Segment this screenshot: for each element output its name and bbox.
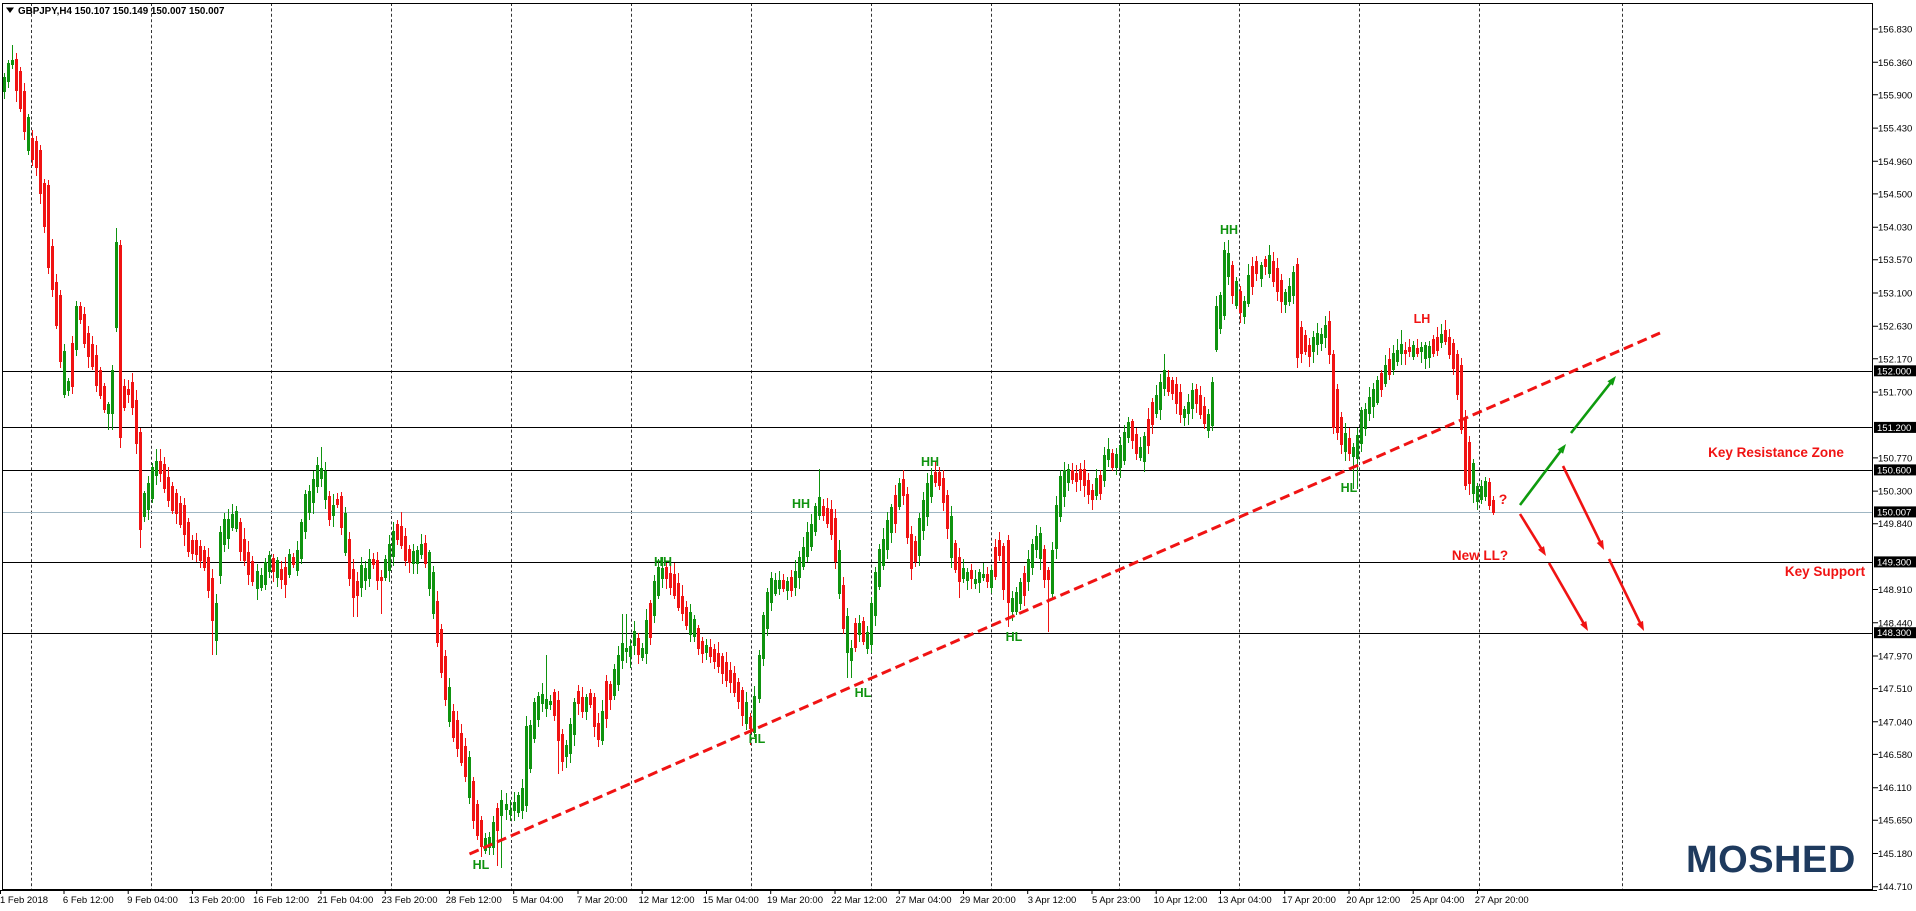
svg-text:154.960: 154.960 bbox=[1878, 157, 1912, 168]
svg-text:149.300: 149.300 bbox=[1877, 557, 1911, 568]
svg-text:150.770: 150.770 bbox=[1878, 453, 1912, 464]
svg-text:154.500: 154.500 bbox=[1878, 189, 1912, 200]
svg-text:154.030: 154.030 bbox=[1878, 223, 1912, 234]
svg-text:148.300: 148.300 bbox=[1877, 628, 1911, 639]
svg-text:155.430: 155.430 bbox=[1878, 124, 1912, 135]
svg-text:144.710: 144.710 bbox=[1878, 882, 1912, 893]
svg-text:147.510: 147.510 bbox=[1878, 684, 1912, 695]
svg-text:HH: HH bbox=[921, 455, 939, 469]
svg-text:5 Mar 04:00: 5 Mar 04:00 bbox=[513, 895, 564, 906]
svg-text:Key Support: Key Support bbox=[1785, 564, 1866, 579]
svg-text:148.440: 148.440 bbox=[1878, 618, 1912, 629]
svg-text:LH: LH bbox=[1414, 312, 1431, 326]
svg-text:20 Apr 12:00: 20 Apr 12:00 bbox=[1346, 895, 1400, 906]
svg-text:HL: HL bbox=[749, 732, 766, 746]
svg-text:147.040: 147.040 bbox=[1878, 717, 1912, 728]
svg-text:HL: HL bbox=[473, 858, 490, 872]
svg-text:3 Apr 12:00: 3 Apr 12:00 bbox=[1028, 895, 1077, 906]
svg-text:146.580: 146.580 bbox=[1878, 750, 1912, 761]
svg-text:19 Mar 20:00: 19 Mar 20:00 bbox=[767, 895, 823, 906]
svg-text:152.630: 152.630 bbox=[1878, 322, 1912, 333]
svg-text:27 Apr 20:00: 27 Apr 20:00 bbox=[1475, 895, 1529, 906]
svg-text:GBPJPY,H4 150.107 150.149 150: GBPJPY,H4 150.107 150.149 150.007 150.00… bbox=[18, 6, 225, 17]
svg-text:5 Apr 23:00: 5 Apr 23:00 bbox=[1092, 895, 1141, 906]
svg-text:152.000: 152.000 bbox=[1877, 366, 1911, 377]
svg-text:153.100: 153.100 bbox=[1878, 289, 1912, 300]
svg-text:145.650: 145.650 bbox=[1878, 816, 1912, 827]
svg-text:153.570: 153.570 bbox=[1878, 255, 1912, 266]
svg-text:16 Feb 12:00: 16 Feb 12:00 bbox=[253, 895, 309, 906]
svg-text:156.830: 156.830 bbox=[1878, 25, 1912, 36]
svg-text:23 Feb 20:00: 23 Feb 20:00 bbox=[382, 895, 438, 906]
svg-text:156.360: 156.360 bbox=[1878, 58, 1912, 69]
svg-text:HL: HL bbox=[1006, 630, 1023, 644]
svg-text:150.600: 150.600 bbox=[1877, 465, 1911, 476]
svg-text:10 Apr 12:00: 10 Apr 12:00 bbox=[1154, 895, 1208, 906]
svg-text:146.110: 146.110 bbox=[1878, 783, 1912, 794]
svg-text:145.180: 145.180 bbox=[1878, 849, 1912, 860]
svg-text:HH: HH bbox=[654, 555, 672, 569]
svg-text:1 Feb 2018: 1 Feb 2018 bbox=[0, 895, 48, 906]
svg-text:HH: HH bbox=[792, 497, 810, 511]
svg-text:151.700: 151.700 bbox=[1878, 388, 1912, 399]
svg-text:148.910: 148.910 bbox=[1878, 585, 1912, 596]
svg-text:13 Apr 04:00: 13 Apr 04:00 bbox=[1218, 895, 1272, 906]
svg-text:29 Mar 20:00: 29 Mar 20:00 bbox=[960, 895, 1016, 906]
svg-text:New LL?: New LL? bbox=[1452, 548, 1508, 563]
svg-text:155.900: 155.900 bbox=[1878, 90, 1912, 101]
svg-text:HH: HH bbox=[1220, 223, 1238, 237]
svg-text:150.300: 150.300 bbox=[1878, 487, 1912, 498]
svg-text:13 Feb 20:00: 13 Feb 20:00 bbox=[189, 895, 245, 906]
svg-text:150.007: 150.007 bbox=[1877, 507, 1911, 518]
svg-text:17 Apr 20:00: 17 Apr 20:00 bbox=[1282, 895, 1336, 906]
svg-text:6 Feb 12:00: 6 Feb 12:00 bbox=[63, 895, 114, 906]
svg-text:28 Feb 12:00: 28 Feb 12:00 bbox=[446, 895, 502, 906]
svg-text:Key Resistance Zone: Key Resistance Zone bbox=[1708, 445, 1844, 460]
svg-text:147.970: 147.970 bbox=[1878, 652, 1912, 663]
svg-text:7 Mar 20:00: 7 Mar 20:00 bbox=[577, 895, 628, 906]
svg-text:152.170: 152.170 bbox=[1878, 354, 1912, 365]
svg-text:25 Apr 04:00: 25 Apr 04:00 bbox=[1411, 895, 1465, 906]
svg-text:149.840: 149.840 bbox=[1878, 519, 1912, 530]
svg-text:12 Mar 12:00: 12 Mar 12:00 bbox=[639, 895, 695, 906]
svg-text:151.200: 151.200 bbox=[1877, 423, 1911, 434]
svg-text:15 Mar 04:00: 15 Mar 04:00 bbox=[703, 895, 759, 906]
svg-text:22 Mar 12:00: 22 Mar 12:00 bbox=[831, 895, 887, 906]
svg-text:27 Mar 04:00: 27 Mar 04:00 bbox=[896, 895, 952, 906]
svg-text:HL: HL bbox=[1341, 481, 1358, 495]
svg-text:MOSHED: MOSHED bbox=[1686, 839, 1856, 881]
svg-text:HL: HL bbox=[855, 686, 872, 700]
svg-text:9 Feb 04:00: 9 Feb 04:00 bbox=[127, 895, 178, 906]
svg-text:?: ? bbox=[1499, 491, 1508, 507]
svg-text:21 Feb 04:00: 21 Feb 04:00 bbox=[317, 895, 373, 906]
